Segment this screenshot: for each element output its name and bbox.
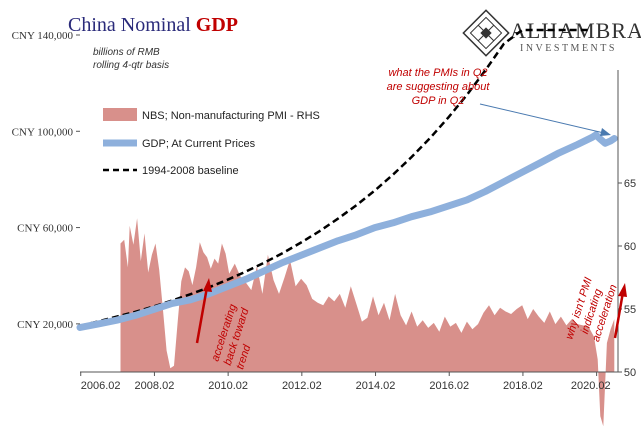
legend-swatch-pmi: [103, 108, 137, 121]
x-tick-label: 2018.02: [503, 380, 543, 392]
pmi-area-series: [120, 218, 615, 427]
x-tick-label: 2006.02: [81, 380, 121, 392]
annotation-pmi-q2-line-2: are suggesting about: [387, 81, 491, 93]
gdp-line-group: [76, 131, 618, 331]
x-tick-label: 2008.02: [135, 380, 175, 392]
unit-note-line-1: billions of RMB: [93, 47, 160, 58]
x-tick-label: 2010.02: [208, 380, 248, 392]
annotation-pmi-q2: what the PMIs in Q2 are suggesting about…: [387, 67, 611, 136]
legend: NBS; Non-manufacturing PMI - RHS GDP; At…: [103, 108, 320, 177]
gdp-thick-line: [76, 131, 618, 331]
right-tick-label: 50: [624, 367, 636, 379]
legend-label-pmi: NBS; Non-manufacturing PMI - RHS: [142, 110, 320, 122]
x-tick-label: 2020.02: [571, 380, 611, 392]
logo-diamond-icon: [462, 9, 510, 57]
annotation-why-not: why isn't PMI indicating acceleration: [563, 276, 627, 343]
annotation-why-not-arrowhead-icon: [618, 283, 627, 297]
left-axis-ticks: CNY 20,000 CNY 60,000 CNY 100,000 CNY 140,0…: [12, 30, 80, 331]
alhambra-logo: ALHAMBRA INVESTMENTS: [462, 9, 641, 57]
annotation-pmi-q2-line-3: GDP in Q2: [412, 95, 465, 107]
left-tick-label: CNY 60,000: [17, 223, 73, 235]
legend-label-baseline: 1994-2008 baseline: [142, 165, 239, 177]
legend-label-gdp: GDP; At Current Prices: [142, 138, 256, 150]
x-axis-ticks: 2006.02 2008.02 2010.02 2012.02 2014.02 2016.…: [80, 372, 611, 392]
x-tick-label: 2012.02: [282, 380, 322, 392]
pmi-area-group: [120, 218, 615, 427]
annotation-pmi-q2-arrowhead-icon: [600, 128, 611, 136]
logo-subtitle: INVESTMENTS: [520, 43, 617, 54]
annotation-pmi-q2-line-1: what the PMIs in Q2: [388, 67, 487, 79]
right-tick-label: 65: [624, 178, 636, 190]
chart-title-highlight: GDP: [196, 14, 238, 36]
right-tick-label: 60: [624, 241, 636, 253]
chart-title-prefix: China Nominal: [68, 14, 196, 36]
annotation-pmi-q2-arrow: [479, 103, 605, 134]
left-tick-label: CNY 20,000: [17, 319, 73, 331]
left-tick-label: CNY 100,000: [12, 126, 74, 138]
annotation-why-not-arrow: [613, 291, 625, 339]
x-tick-label: 2016.02: [429, 380, 469, 392]
right-axis-ticks: 50 55 60 65: [618, 178, 636, 379]
annotation-accelerating-arrowhead-icon: [203, 278, 212, 292]
right-tick-label: 55: [624, 304, 636, 316]
left-tick-label: CNY 140,000: [12, 30, 74, 42]
chart-title: China Nominal GDP: [68, 14, 238, 36]
unit-note-line-2: rolling 4-qtr basis: [93, 60, 169, 71]
x-tick-label: 2014.02: [356, 380, 396, 392]
annotation-accelerating-arrow: [195, 286, 209, 344]
